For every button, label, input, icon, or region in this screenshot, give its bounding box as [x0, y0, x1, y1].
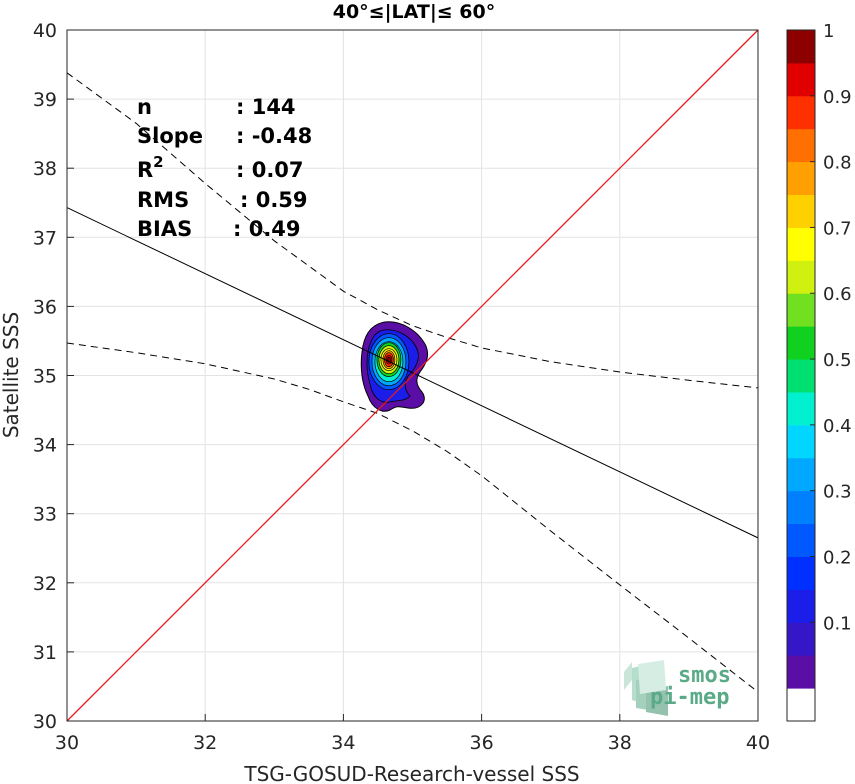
logo-waves-icon [624, 660, 668, 716]
y-tick-label: 37 [33, 227, 57, 249]
stat-label: n [137, 95, 152, 119]
colorbar-tick-label: 0.7 [823, 218, 852, 239]
identity-line [66, 29, 759, 722]
stat-label: Slope [137, 124, 203, 148]
colorbar-segment [787, 490, 815, 525]
colorbar-segment [787, 688, 815, 722]
colorbar-segment [787, 589, 815, 623]
colorbar-segment [787, 62, 815, 97]
statistics-box: n : 144 Slope : -0.48 R2 : 0.07 RMS : 0.59 BIAS:… [137, 95, 312, 241]
colorbar-tick-label: 0.6 [823, 284, 852, 305]
colorbar-frame [786, 29, 816, 722]
colorbar-segment [787, 260, 815, 294]
plot-area [66, 29, 759, 722]
stat-value: : 0.59 [240, 188, 308, 212]
y-tick-label: 33 [33, 504, 57, 526]
stat-value: : 0.49 [233, 217, 301, 241]
colorbar-segment [787, 424, 815, 459]
colorbar-segment [787, 359, 815, 393]
y-tick-label: 35 [33, 366, 57, 388]
stat-value: : 0.07 [236, 158, 304, 182]
colorbar-tick-label: 0.5 [823, 350, 852, 371]
x-tick-label: 36 [470, 732, 494, 754]
stat-value: : 144 [236, 95, 296, 119]
stat-value: : -0.48 [236, 124, 312, 148]
logo-text-smos: smos [678, 663, 731, 688]
colorbar-segment [787, 622, 815, 656]
x-tick-label: 40 [746, 732, 770, 754]
y-axis-label: Satellite SSS [0, 312, 23, 438]
y-tick-label: 30 [33, 711, 57, 733]
colorbar-segment [787, 227, 815, 261]
colorbar-segment [787, 523, 815, 557]
x-tick-label: 34 [331, 732, 355, 754]
upper-confidence-line [66, 72, 759, 389]
colorbar-segment [787, 95, 815, 130]
colorbar-segment [787, 655, 815, 689]
y-tick-label: 32 [33, 573, 57, 595]
y-axis-ticks: 30 31 32 33 34 35 36 37 38 39 40 [33, 20, 74, 733]
colorbar: 0.1 0.2 0.3 0.4 0.5 0.6 0.7 0.8 0.9 1 [786, 21, 852, 722]
stat-label: R2 [137, 153, 164, 182]
colorbar-segment [787, 194, 815, 228]
colorbar-segment [787, 128, 815, 163]
y-tick-label: 40 [33, 20, 57, 42]
lower-confidence-line [66, 342, 759, 693]
colorbar-segment [787, 556, 815, 590]
x-tick-label: 38 [608, 732, 632, 754]
y-tick-label: 38 [33, 158, 57, 180]
x-axis-label: TSG-GOSUD-Research-vessel SSS [243, 762, 579, 784]
colorbar-segment [787, 293, 815, 327]
colorbar-segment [787, 391, 815, 426]
x-tick-label: 32 [193, 732, 217, 754]
stat-label: RMS [137, 188, 189, 212]
colorbar-tick-label: 0.8 [823, 153, 852, 174]
stat-label: BIAS [137, 217, 192, 241]
colorbar-segment [787, 457, 815, 492]
stat-label-superscript: 2 [153, 153, 163, 171]
x-tick-label: 30 [55, 732, 79, 754]
chart-title: 40°≤|LAT|≤ 60° [333, 1, 496, 23]
smos-pimep-logo: smos pi-mep [624, 660, 731, 716]
y-tick-label: 34 [33, 435, 57, 457]
colorbar-segment [787, 326, 815, 360]
colorbar-tick-label: 0.2 [823, 547, 852, 568]
colorbar-tick-label: 0.4 [823, 416, 852, 437]
colorbar-segment [787, 30, 815, 64]
colorbar-tick-label: 1 [823, 21, 834, 42]
y-tick-label: 36 [33, 296, 57, 318]
y-tick-label: 39 [33, 89, 57, 111]
logo-text-pimep: pi-mep [650, 685, 729, 710]
colorbar-segment [787, 161, 815, 196]
regression-line [66, 207, 759, 539]
colorbar-tick-label: 0.1 [823, 613, 852, 634]
x-axis-ticks: 30 32 34 36 38 40 [55, 714, 770, 754]
density-contours [360, 321, 429, 412]
colorbar-tick-label: 0.3 [823, 482, 852, 503]
y-tick-label: 31 [33, 642, 57, 664]
colorbar-tick-label: 0.9 [823, 87, 852, 108]
